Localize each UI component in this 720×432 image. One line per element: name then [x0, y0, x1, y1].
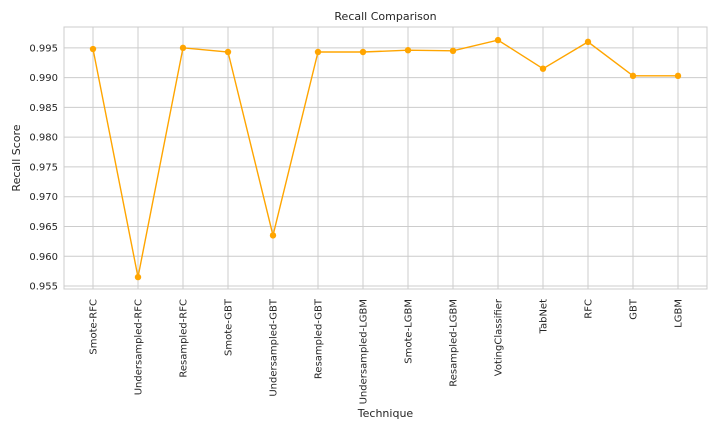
grid-lines	[64, 27, 707, 289]
plot-frame	[63, 26, 708, 290]
data-point	[584, 38, 592, 46]
data-point	[404, 47, 412, 54]
y-tick-label: 0.960	[29, 252, 58, 263]
y-axis-label: Recall Score	[10, 124, 23, 191]
data-point	[494, 36, 502, 44]
x-tick-label: RFC	[584, 299, 595, 319]
y-tick-label: 0.985	[29, 103, 58, 114]
x-tick-label: Smote-RFC	[89, 299, 100, 355]
data-point	[629, 72, 637, 80]
x-tick-label: Resampled-RFC	[179, 299, 190, 378]
data-point	[539, 65, 547, 72]
y-tick-label: 0.975	[29, 162, 58, 173]
series-layer	[89, 36, 682, 281]
x-axis-label: Technique	[357, 407, 414, 420]
x-tick-label: GBT	[629, 298, 640, 320]
data-point	[269, 232, 277, 239]
y-axis-ticks: 0.955 0.960 0.965 0.970 0.975 0.980 0.985 0.990…	[29, 43, 58, 292]
x-tick-label: VotingClassifier	[494, 298, 505, 376]
data-point	[359, 48, 367, 56]
y-tick-label: 0.995	[29, 43, 58, 54]
y-tick-label: 0.955	[29, 282, 58, 293]
x-tick-label: LGBM	[674, 299, 685, 328]
x-tick-label: Undersampled-LGBM	[359, 299, 370, 404]
data-point	[179, 44, 187, 52]
x-tick-label: Undersampled-RFC	[134, 299, 145, 395]
x-tick-label: Smote-LGBM	[404, 299, 415, 364]
data-point	[449, 47, 457, 55]
series-line	[92, 39, 678, 278]
y-tick-label: 0.980	[29, 133, 58, 144]
x-tick-label: Resampled-GBT	[314, 298, 325, 379]
y-tick-label: 0.965	[29, 222, 58, 233]
x-tick-label: Smote-GBT	[224, 298, 235, 356]
data-point	[224, 48, 232, 56]
y-tick-label: 0.970	[29, 192, 58, 203]
x-tick-label: TabNet	[539, 299, 550, 335]
data-point	[314, 48, 322, 56]
data-point	[674, 72, 682, 80]
x-tick-label: Undersampled-GBT	[269, 298, 280, 397]
data-point	[134, 273, 142, 281]
x-axis-ticks: Smote-RFC Undersampled-RFC Resampled-RFC Sm…	[89, 298, 685, 404]
data-point	[89, 45, 97, 53]
y-tick-label: 0.990	[29, 73, 58, 84]
x-tick-label: Resampled-LGBM	[449, 299, 460, 387]
chart-title: Recall Comparison	[334, 10, 436, 23]
